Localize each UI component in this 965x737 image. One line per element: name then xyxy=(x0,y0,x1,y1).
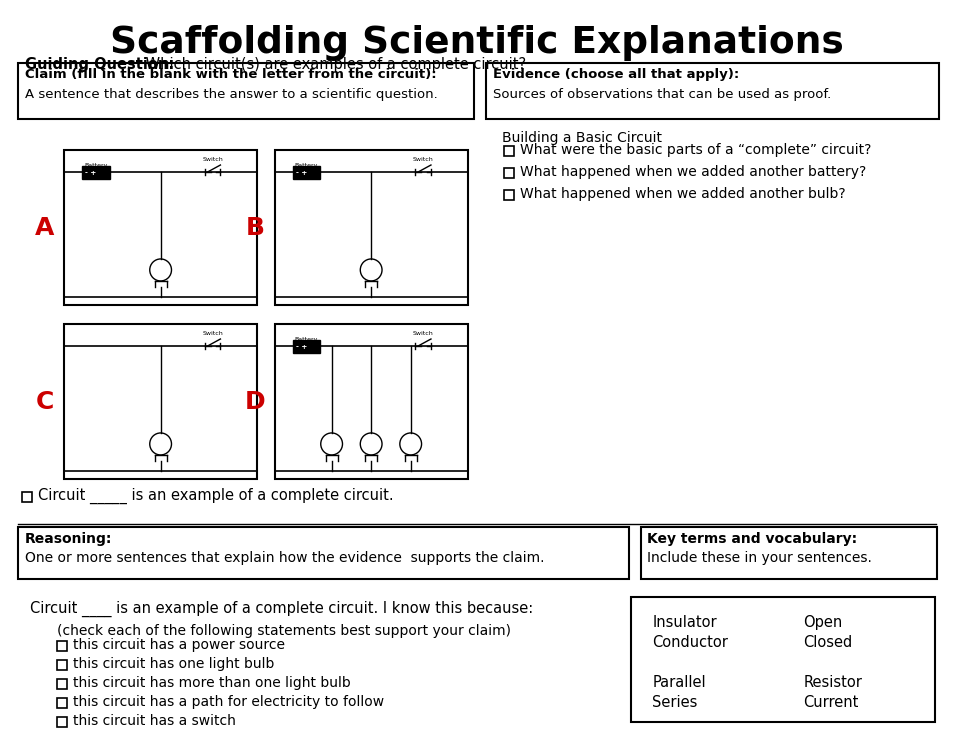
Text: D: D xyxy=(245,389,265,413)
Text: Evidence (choose all that apply):: Evidence (choose all that apply): xyxy=(493,68,739,81)
Text: Include these in your sentences.: Include these in your sentences. xyxy=(648,551,872,565)
Bar xyxy=(631,597,935,722)
Text: Series: Series xyxy=(652,695,698,710)
Text: this circuit has one light bulb: this circuit has one light bulb xyxy=(73,657,274,671)
Text: A sentence that describes the answer to a scientific question.: A sentence that describes the answer to … xyxy=(25,88,437,101)
Bar xyxy=(504,168,514,178)
Text: What were the basic parts of a “complete” circuit?: What were the basic parts of a “complete… xyxy=(520,143,871,157)
Bar xyxy=(275,150,467,305)
Text: this circuit has a switch: this circuit has a switch xyxy=(73,714,236,728)
Bar xyxy=(641,527,937,579)
Bar xyxy=(57,660,68,670)
Text: Battery: Battery xyxy=(294,163,318,168)
Text: this circuit has a path for electricity to follow: this circuit has a path for electricity … xyxy=(73,695,384,709)
Text: Closed: Closed xyxy=(804,635,853,650)
Text: B: B xyxy=(245,215,264,240)
Text: Battery: Battery xyxy=(294,337,318,342)
Text: Circuit _____ is an example of a complete circuit.: Circuit _____ is an example of a complet… xyxy=(38,488,393,504)
Text: Open: Open xyxy=(804,615,842,630)
Bar xyxy=(65,324,257,479)
Text: Current: Current xyxy=(804,695,859,710)
Bar xyxy=(275,324,467,479)
Text: Switch: Switch xyxy=(413,331,433,336)
Text: Building a Basic Circuit: Building a Basic Circuit xyxy=(502,131,662,145)
Bar xyxy=(504,146,514,156)
Text: C: C xyxy=(36,389,54,413)
Bar xyxy=(57,698,68,708)
Text: Switch: Switch xyxy=(202,331,223,336)
Bar xyxy=(504,190,514,200)
Text: (check each of the following statements best support your claim): (check each of the following statements … xyxy=(57,624,511,638)
Text: this circuit has a power source: this circuit has a power source xyxy=(73,638,285,652)
Text: What happened when we added another bulb?: What happened when we added another bulb… xyxy=(520,187,845,201)
Bar xyxy=(17,63,475,119)
Text: this circuit has more than one light bulb: this circuit has more than one light bul… xyxy=(73,676,351,690)
Text: Circuit ____ is an example of a complete circuit. I know this because:: Circuit ____ is an example of a complete… xyxy=(30,601,533,617)
Bar xyxy=(65,150,257,305)
Text: Conductor: Conductor xyxy=(652,635,729,650)
Text: - +: - + xyxy=(295,170,307,175)
Text: Switch: Switch xyxy=(413,157,433,162)
Text: Parallel: Parallel xyxy=(652,675,706,690)
Bar xyxy=(57,679,68,689)
Text: What happened when we added another battery?: What happened when we added another batt… xyxy=(520,165,867,179)
Text: One or more sentences that explain how the evidence  supports the claim.: One or more sentences that explain how t… xyxy=(25,551,544,565)
Text: A: A xyxy=(35,215,54,240)
Text: Guiding Question:: Guiding Question: xyxy=(25,57,174,72)
Text: Sources of observations that can be used as proof.: Sources of observations that can be used… xyxy=(493,88,832,101)
Bar xyxy=(292,340,320,353)
Text: Which circuit(s) are examples of a complete circuit?: Which circuit(s) are examples of a compl… xyxy=(141,57,527,72)
Text: Battery: Battery xyxy=(84,163,107,168)
Bar xyxy=(17,527,628,579)
Bar xyxy=(22,492,32,502)
Text: - +: - + xyxy=(85,170,97,175)
Bar xyxy=(486,63,939,119)
Text: - +: - + xyxy=(295,343,307,349)
Bar xyxy=(292,166,320,179)
Text: Scaffolding Scientific Explanations: Scaffolding Scientific Explanations xyxy=(110,25,843,61)
Bar xyxy=(57,641,68,651)
Text: Resistor: Resistor xyxy=(804,675,863,690)
Bar xyxy=(82,166,110,179)
Text: Claim (fill in the blank with the letter from the circuit):: Claim (fill in the blank with the letter… xyxy=(25,68,436,81)
Text: Insulator: Insulator xyxy=(652,615,717,630)
Text: Reasoning:: Reasoning: xyxy=(25,532,112,546)
Bar xyxy=(57,717,68,727)
Text: Key terms and vocabulary:: Key terms and vocabulary: xyxy=(648,532,858,546)
Text: Switch: Switch xyxy=(202,157,223,162)
